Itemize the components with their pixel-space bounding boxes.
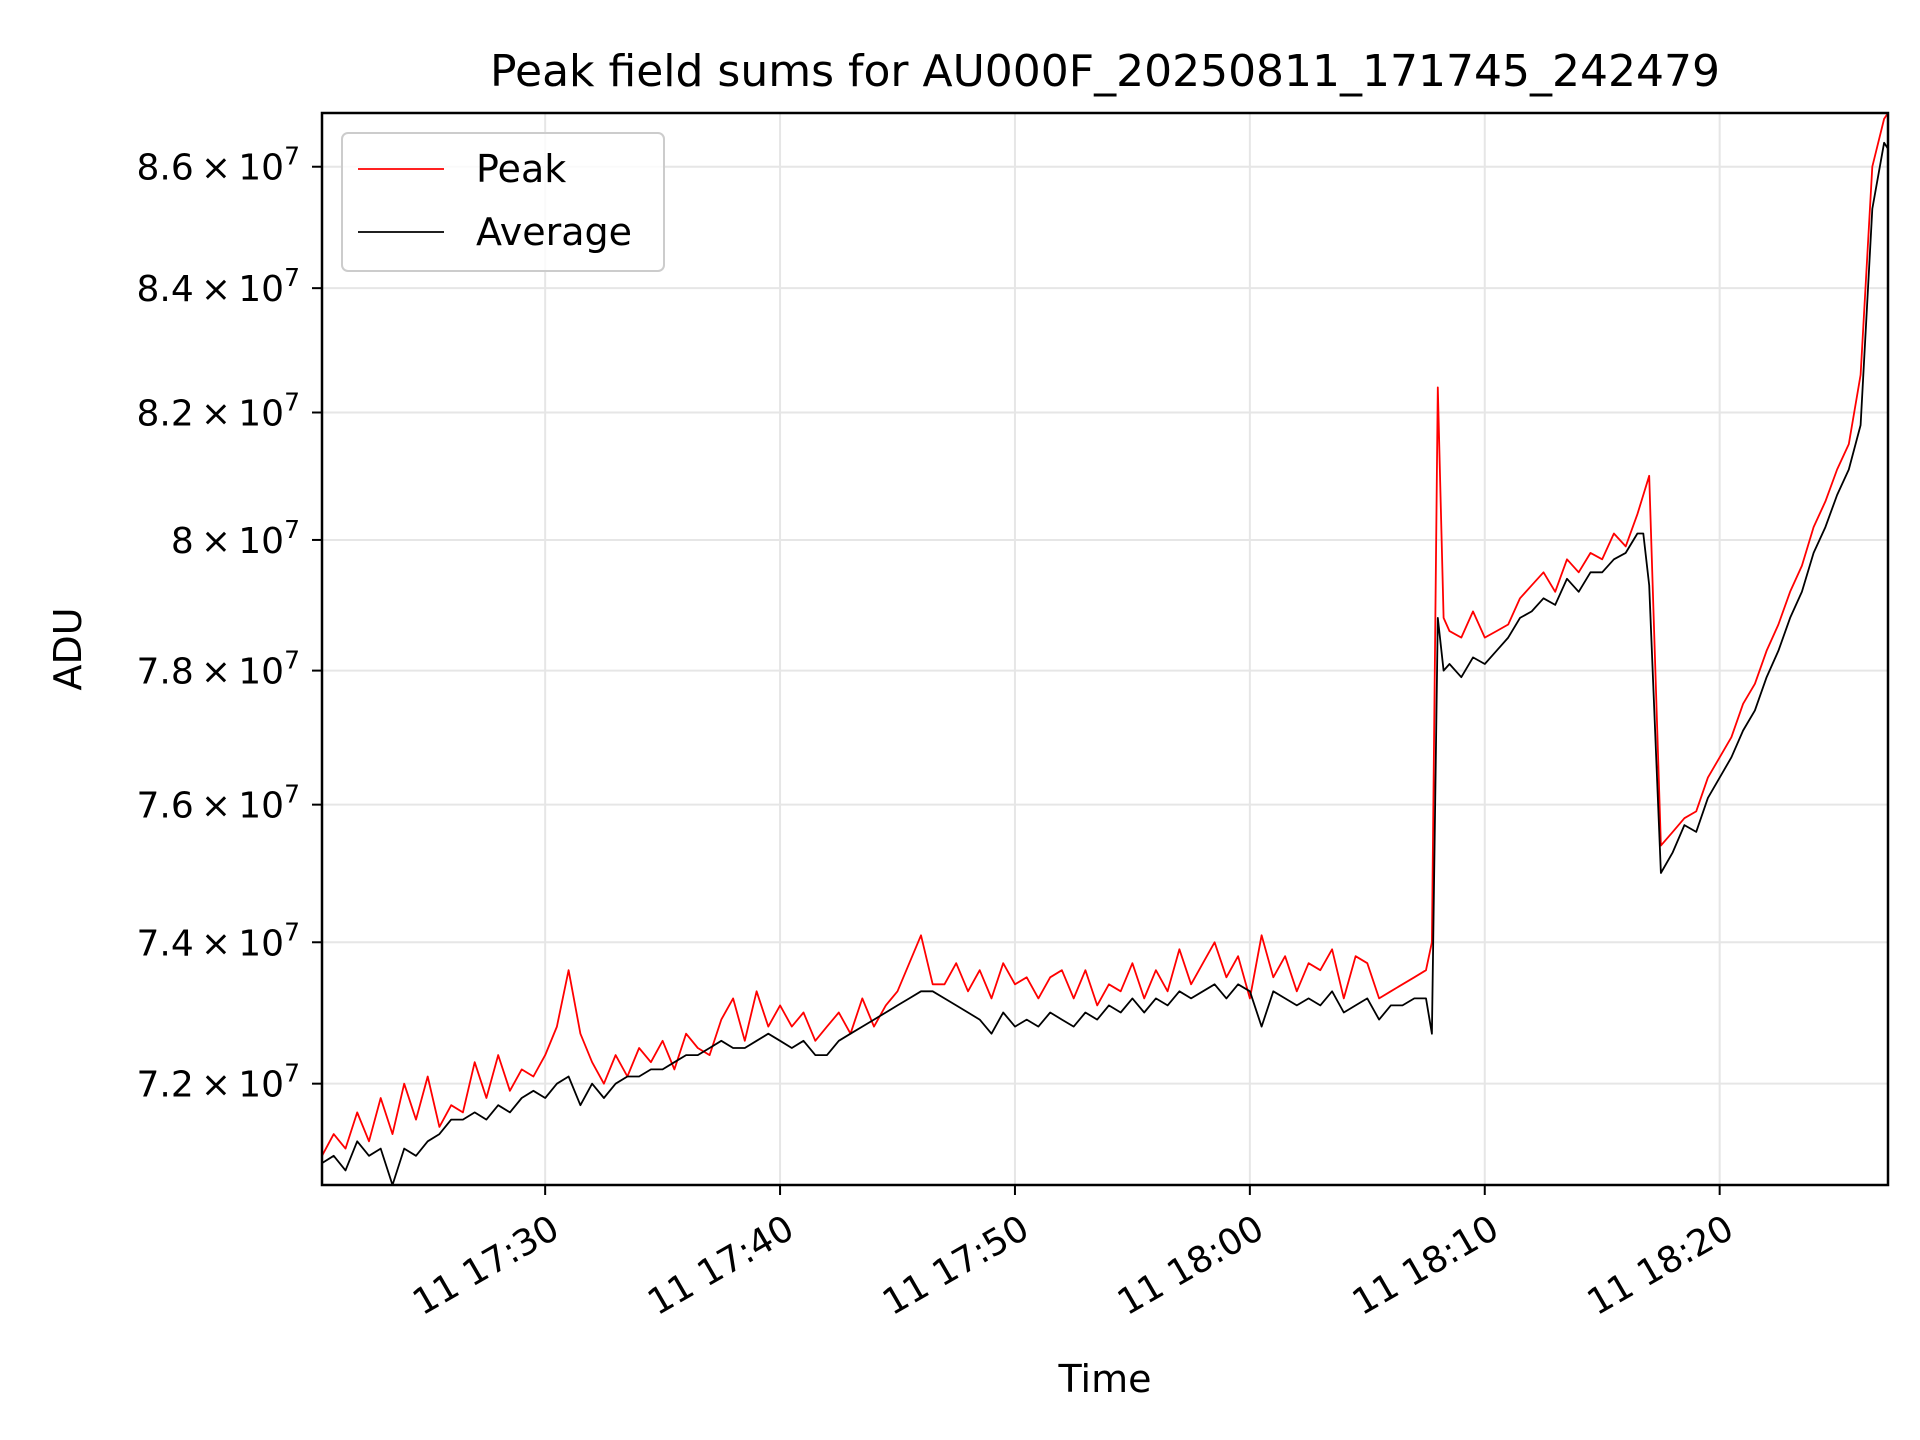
y-axis-label: ADU (46, 607, 90, 690)
x-tick-label: 11 18:00 (1111, 1208, 1271, 1324)
legend: Peak Average (341, 132, 665, 272)
chart-title: Peak field sums for AU000F_20250811_1717… (490, 46, 1720, 97)
legend-box (341, 132, 665, 272)
series-line-average (321, 141, 1889, 1186)
x-axis: 11 17:30 11 17:40 11 17:50 11 18:00 11 18:10… (406, 1185, 1741, 1324)
x-tick-label: 11 17:40 (641, 1208, 801, 1324)
y-tick-label: 7.2 × 107 (136, 1059, 300, 1106)
y-tick-label: 8 × 107 (171, 515, 300, 562)
series-line-peak (321, 112, 1889, 1157)
y-tick-label: 7.8 × 107 (136, 646, 300, 693)
y-tick-label: 7.6 × 107 (136, 780, 300, 827)
y-tick-label: 8.2 × 107 (136, 388, 300, 435)
x-axis-label: Time (1058, 1357, 1152, 1401)
plot-frame (320, 111, 1890, 1187)
legend-label-average: Average (476, 210, 632, 254)
x-tick-label: 11 17:30 (406, 1208, 566, 1324)
legend-label-peak: Peak (476, 147, 566, 191)
y-tick-label: 8.6 × 107 (136, 142, 300, 189)
plot-area (321, 112, 1889, 1186)
x-tick-label: 11 18:20 (1581, 1208, 1741, 1324)
x-tick-label: 11 17:50 (876, 1208, 1036, 1324)
y-tick-label: 7.4 × 107 (136, 917, 300, 964)
y-axis: 7.2 × 107 7.4 × 107 7.6 × 107 7.8 × 107 8 × … (136, 142, 322, 1106)
x-tick-label: 11 18:10 (1346, 1208, 1506, 1324)
gridlines (322, 113, 1888, 1185)
y-tick-label: 8.4 × 107 (136, 263, 300, 310)
